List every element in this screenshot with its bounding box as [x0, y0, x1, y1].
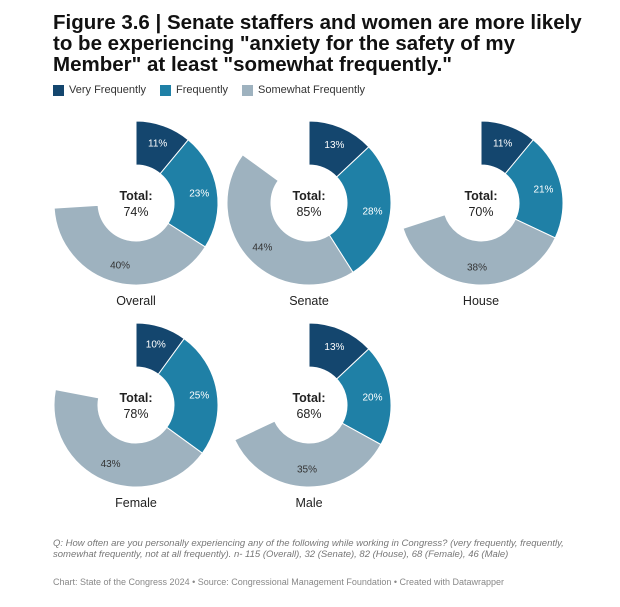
- chart-credit: Chart: State of the Congress 2024 • Sour…: [53, 577, 505, 587]
- chart-title: Figure 3.6 | Senate staffers and women a…: [53, 11, 582, 76]
- slice-label-overall-frequently: 23%: [189, 188, 209, 199]
- slice-label-house-very-frequently: 11%: [493, 138, 512, 149]
- slice-senate-frequently: [328, 146, 392, 273]
- slice-label-female-frequently: 25%: [189, 390, 209, 401]
- slice-female-frequently: [157, 337, 219, 454]
- slice-label-female-somewhat-frequently: 43%: [101, 459, 121, 470]
- slice-label-female-very-frequently: 10%: [146, 340, 166, 351]
- donut-title-male: Male: [295, 496, 322, 510]
- survey-note: Q: How often are you personally experien…: [53, 538, 564, 560]
- donut-house: 11% 21% 38% Total: 70% House: [402, 120, 564, 308]
- slice-house-somewhat-frequently: [402, 214, 556, 286]
- donut-title-overall: Overall: [116, 294, 156, 308]
- slice-label-senate-frequently: 28%: [362, 207, 382, 218]
- slice-male-somewhat-frequently: [234, 420, 382, 488]
- legend-swatch-somewhat-frequently: [242, 84, 254, 96]
- donut-title-senate: Senate: [289, 294, 329, 308]
- legend-item-very-frequently: Very Frequently: [53, 84, 146, 96]
- slice-label-house-frequently: 21%: [533, 185, 553, 196]
- legend-label-somewhat-frequently: Somewhat Frequently: [258, 84, 366, 96]
- legend: Very Frequently Frequently Somewhat Freq…: [53, 84, 365, 96]
- total-label-house: Total:: [464, 189, 497, 203]
- legend-item-frequently: Frequently: [160, 84, 228, 96]
- slice-label-overall-very-frequently: 11%: [148, 138, 167, 149]
- total-label-senate: Total:: [292, 189, 325, 203]
- legend-swatch-frequently: [160, 84, 172, 96]
- legend-label-frequently: Frequently: [176, 84, 229, 96]
- slice-label-male-somewhat-frequently: 35%: [297, 464, 317, 475]
- total-value-senate: 85%: [296, 205, 321, 219]
- slice-overall-somewhat-frequently: [53, 204, 206, 286]
- slice-label-senate-very-frequently: 13%: [324, 140, 344, 151]
- legend-swatch-very-frequently: [53, 84, 64, 96]
- total-value-overall: 74%: [123, 205, 148, 219]
- slice-label-overall-somewhat-frequently: 40%: [110, 260, 130, 271]
- slice-house-frequently: [504, 139, 564, 239]
- legend-item-somewhat-frequently: Somewhat Frequently: [242, 84, 365, 96]
- slice-senate-somewhat-frequently: [226, 154, 354, 286]
- slice-overall-frequently: [159, 139, 219, 248]
- donut-senate: 13% 28% 44% Total: 85% Senate: [226, 120, 392, 308]
- slice-label-senate-somewhat-frequently: 44%: [252, 242, 272, 253]
- slice-label-male-frequently: 20%: [362, 392, 382, 403]
- total-value-house: 70%: [468, 205, 493, 219]
- total-value-male: 68%: [296, 407, 321, 421]
- donut-title-house: House: [463, 294, 499, 308]
- slice-label-house-somewhat-frequently: 38%: [467, 262, 487, 273]
- slice-female-somewhat-frequently: [53, 389, 204, 488]
- donut-overall: 11% 23% 40% Total: 74% Overall: [53, 120, 219, 308]
- donut-title-female: Female: [115, 496, 157, 510]
- slice-label-male-very-frequently: 13%: [324, 342, 344, 353]
- total-label-female: Total:: [119, 391, 152, 405]
- legend-label-very-frequently: Very Frequently: [69, 84, 147, 96]
- total-label-male: Total:: [292, 391, 325, 405]
- donut-female: 10% 25% 43% Total: 78% Female: [53, 322, 219, 510]
- total-value-female: 78%: [123, 407, 148, 421]
- total-label-overall: Total:: [119, 189, 152, 203]
- donut-male: 13% 20% 35% Total: 68% Male: [234, 322, 392, 510]
